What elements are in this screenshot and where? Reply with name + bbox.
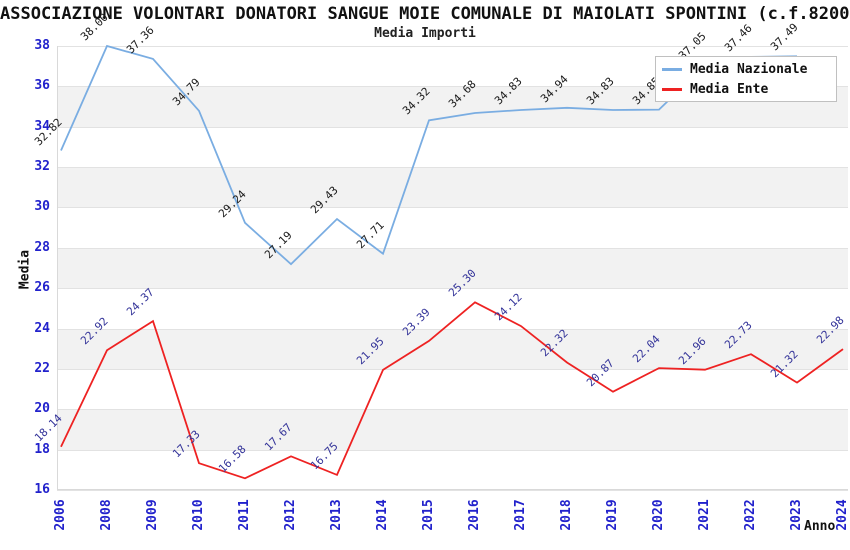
gridline xyxy=(57,247,848,249)
gridline xyxy=(57,449,848,451)
y-tick-label: 20 xyxy=(34,401,50,417)
legend-item-media-nazionale: Media Nazionale xyxy=(662,62,830,77)
y-tick-label: 30 xyxy=(34,199,50,215)
gridline xyxy=(57,207,848,209)
y-tick-label: 28 xyxy=(34,239,50,255)
legend-line-blue-icon xyxy=(662,67,682,71)
gridline xyxy=(57,126,848,128)
y-tick-label: 16 xyxy=(34,482,50,497)
gridline xyxy=(57,368,848,370)
plot-border xyxy=(57,46,848,490)
gridline xyxy=(57,167,848,169)
gridline xyxy=(57,409,848,411)
plot-band xyxy=(57,247,848,289)
y-tick-label: 22 xyxy=(34,360,50,376)
y-tick-label: 36 xyxy=(34,78,50,94)
gridline xyxy=(57,288,848,290)
legend: Media Nazionale Media Ente xyxy=(655,56,837,102)
legend-line-red-icon xyxy=(662,87,682,91)
gridline xyxy=(57,46,848,47)
gridline xyxy=(57,86,848,88)
y-tick-label: 32 xyxy=(34,159,50,175)
x-axis-title: Anno xyxy=(804,519,836,534)
chart-subtitle: Media Importi xyxy=(374,26,476,41)
y-tick-label: 38 xyxy=(34,38,50,53)
chart-title: ASSOCIAZIONE VOLONTARI DONATORI SANGUE M… xyxy=(0,4,850,24)
series-line-ente xyxy=(60,301,844,480)
plot-band xyxy=(57,167,848,208)
plot-band xyxy=(57,328,848,369)
y-tick-label: 34 xyxy=(34,118,50,134)
gridline xyxy=(57,490,848,491)
y-tick-label: 26 xyxy=(34,280,50,296)
y-tick-label: 18 xyxy=(34,441,50,457)
legend-item-media-ente: Media Ente xyxy=(662,82,830,97)
legend-label: Media Nazionale xyxy=(690,61,808,77)
y-tick-label: 24 xyxy=(34,320,50,336)
legend-label: Media Ente xyxy=(690,81,769,97)
gridline xyxy=(57,328,848,330)
